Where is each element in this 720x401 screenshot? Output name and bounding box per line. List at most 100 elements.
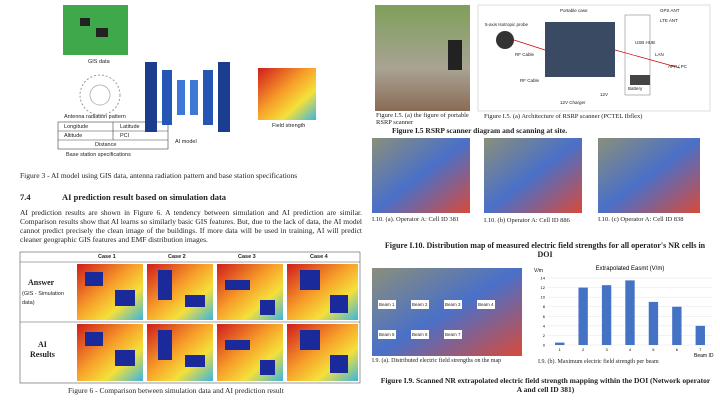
label: AI model	[175, 139, 197, 145]
case-frame	[624, 14, 651, 96]
antenna-pattern	[79, 74, 121, 116]
x-tick-label: 4	[629, 347, 632, 352]
row-sublabel: (GIS - Simulation data)	[22, 291, 64, 306]
diagram-label: APP / PC	[668, 64, 687, 69]
beam-label: Beam 7	[444, 330, 462, 339]
figure-i10-maps	[372, 138, 700, 356]
bar	[578, 287, 588, 345]
y-tick-label: 4	[543, 323, 546, 328]
case-image	[147, 264, 213, 320]
figure6-grid	[19, 251, 361, 384]
y-tick-label: 8	[543, 304, 546, 309]
diagram-label: LAN	[655, 52, 664, 57]
diagram-label: USB HUB	[635, 40, 656, 45]
label: GIS data	[88, 59, 110, 65]
x-axis-label: Beam ID	[694, 353, 714, 359]
cable	[614, 49, 681, 69]
map	[372, 138, 470, 213]
y-tick-label: 6	[543, 314, 546, 319]
caption: I.10. (b) Operator A: Cell ID 886	[484, 217, 570, 224]
beam-label: Beam 4	[477, 300, 495, 309]
beam-label: Beam 3	[444, 300, 462, 309]
case-image	[147, 324, 213, 381]
x-tick-label: 2	[582, 347, 585, 352]
x-tick-label: 7	[699, 347, 702, 352]
cell: Longitude	[64, 124, 89, 130]
caption: I.9. (b). Maximum electric field strengt…	[538, 359, 659, 365]
beam-label: Beam 1	[378, 300, 396, 309]
cell: Altitude	[64, 133, 83, 139]
beam-label: Beam 6	[411, 330, 429, 339]
y-axis-label: V/m	[534, 268, 543, 274]
caption: Figure I.5. (a) the figure of portable R…	[376, 112, 469, 126]
model-layer	[177, 80, 185, 115]
field-image	[258, 68, 316, 120]
caption: I.9. (a). Distributed electric field str…	[372, 358, 502, 364]
diagram-label: LTE ANT	[660, 18, 678, 23]
antenna-pattern	[89, 84, 111, 106]
paragraph: AI prediction results are shown in Figur…	[20, 208, 362, 244]
model-layer	[190, 80, 198, 115]
beam-chart: Extrapolated Easmt (V/m) V/m Beam ID 0 2 4 6 8 1…	[534, 266, 714, 359]
caption: Figure I.5. (a) Architecture of RSRP sca…	[484, 113, 643, 120]
caption: I.10. (a). Operator A: Cell ID 381	[372, 216, 460, 223]
bar	[601, 285, 612, 345]
diagram-label: Battery	[628, 86, 643, 91]
figure-title: Figure I.9. Scanned NR extrapolated elec…	[380, 376, 711, 394]
cell: Distance	[95, 142, 117, 148]
map	[372, 268, 522, 356]
building	[96, 28, 108, 37]
map	[484, 138, 582, 213]
diagram-label: Portable case	[560, 8, 588, 13]
model-layer	[218, 62, 230, 132]
diagram-label: RF Cable	[515, 52, 535, 57]
battery	[630, 75, 650, 85]
caption: Figure 6 - Comparison between simulation…	[68, 386, 284, 395]
model-layer	[162, 70, 172, 125]
bar	[555, 342, 565, 345]
gis-image	[63, 5, 128, 55]
cell: Latitude	[120, 124, 140, 130]
x-tick-label: 1	[559, 347, 562, 352]
figure-title: Figure I.5 RSRP scanner diagram and scan…	[392, 126, 568, 135]
diagram-label: 5-axis Isotropic probe	[485, 22, 529, 27]
probe	[496, 31, 514, 49]
section-number: 7.4	[20, 192, 31, 202]
y-tick-label: 10	[541, 295, 546, 300]
cell: PCI	[120, 133, 130, 139]
model-layer	[145, 62, 157, 132]
backpack	[448, 40, 462, 70]
figure-i5-art	[375, 4, 711, 112]
cable	[513, 39, 546, 51]
case-header: Case 1	[98, 254, 116, 260]
caption: I.10. (c) Operator A: Cell ID 838	[598, 216, 684, 223]
x-tick-label: 5	[652, 347, 655, 352]
case-header: Case 4	[310, 254, 328, 260]
chart-title: Extrapolated Easmt (V/m)	[596, 266, 665, 272]
label: Antenna radiation pattern	[64, 114, 126, 120]
label: Base station specifications	[66, 152, 131, 158]
y-tick-label: 0	[543, 343, 546, 348]
map	[598, 138, 700, 213]
row-sublabel: Results	[30, 350, 55, 359]
bar	[625, 280, 635, 345]
beam-label: Beam 2	[411, 300, 429, 309]
diagram-label: 12V Charger	[560, 100, 586, 105]
model-layer	[203, 70, 213, 125]
y-tick-label: 14	[541, 276, 546, 281]
beam-label: Beam 5	[378, 330, 396, 339]
diagram-label: 12V	[600, 92, 609, 97]
x-tick-label: 3	[605, 347, 608, 352]
y-tick-label: 2	[543, 333, 546, 338]
case-header: Case 3	[238, 254, 256, 260]
caption: Figure 3 - AI model using GIS data, ante…	[20, 171, 298, 180]
table-border	[19, 251, 361, 384]
bar	[648, 301, 659, 345]
row-label: Answer	[28, 278, 55, 287]
section-title: AI prediction result based on simulation…	[62, 192, 227, 202]
buildings	[85, 270, 348, 375]
scanner-box	[545, 22, 615, 77]
diagram-label: RF Cable	[520, 78, 540, 83]
